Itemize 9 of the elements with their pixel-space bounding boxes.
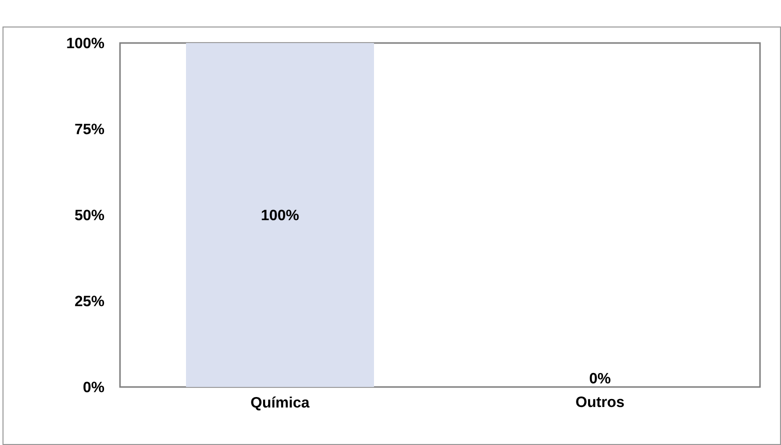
y-tick-label: 50% [75,210,104,220]
x-tick-label: Outros [576,396,624,408]
y-tick-label: 0% [83,382,104,392]
y-tick-label: 75% [75,124,104,134]
y-tick-label: 100% [67,38,104,48]
y-tick-label: 25% [75,296,104,306]
data-label: 100% [262,210,299,220]
data-label: 0% [590,372,610,384]
x-tick-label: Química [251,396,310,410]
